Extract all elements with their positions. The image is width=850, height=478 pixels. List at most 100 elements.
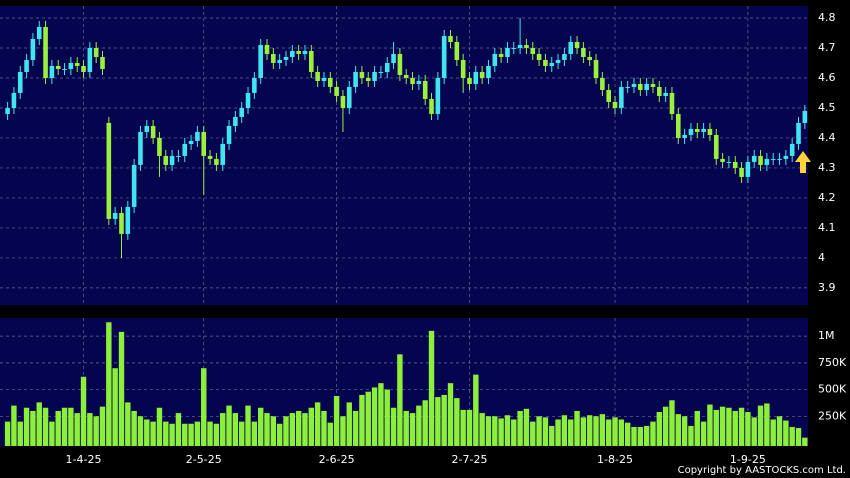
volume-bar: [150, 421, 156, 446]
candle-body: [454, 41, 460, 60]
candle-body: [334, 86, 339, 96]
candle-body: [593, 59, 599, 78]
volume-bar: [36, 402, 42, 446]
candle-body: [125, 206, 131, 234]
volume-bar: [662, 406, 669, 446]
candle-body: [119, 212, 124, 234]
volume-bar: [137, 416, 144, 446]
volume-bar: [688, 425, 694, 446]
y-tick-label: 4.5: [818, 101, 836, 114]
candle-body: [650, 83, 656, 87]
candle-body: [258, 44, 263, 78]
candle-body: [631, 83, 637, 87]
candle-body: [296, 50, 301, 54]
candle-body: [144, 125, 150, 132]
volume-bar: [783, 420, 789, 446]
candle-body: [536, 53, 542, 60]
volume-bar: [314, 402, 321, 446]
y-tick-label: 3.9: [818, 281, 836, 294]
volume-bar: [226, 405, 232, 446]
candle-body: [384, 62, 390, 72]
candle-body: [416, 80, 422, 84]
volume-bar: [549, 425, 555, 446]
volume-bar: [378, 383, 384, 446]
volume-bar: [4, 421, 11, 446]
volume-bar: [732, 410, 738, 446]
volume-bar: [390, 407, 397, 446]
candle-body: [68, 62, 74, 69]
y-tick-label: 500K: [818, 383, 847, 396]
volume-bar: [201, 368, 207, 446]
candle-body: [720, 158, 725, 162]
volume-bar: [473, 374, 479, 446]
candle-body: [644, 83, 649, 90]
volume-bar: [112, 368, 118, 446]
volume-bar: [11, 405, 17, 446]
volume-bar: [144, 419, 150, 446]
candle-body: [169, 155, 175, 165]
candle-body: [55, 65, 61, 69]
candle-body: [327, 77, 333, 87]
candle-body: [802, 110, 808, 123]
candle-body: [486, 65, 491, 78]
candle-body: [581, 47, 586, 57]
volume-bar: [175, 413, 182, 446]
candle-body: [36, 26, 42, 39]
candle-body: [568, 41, 574, 54]
volume-bar: [656, 412, 663, 446]
volume-bar: [371, 387, 378, 446]
candle-body: [290, 50, 295, 57]
volume-bar: [409, 413, 416, 446]
candle-body: [271, 53, 276, 63]
candle-body: [359, 71, 365, 78]
volume-bar: [498, 418, 504, 446]
candle-body: [732, 161, 738, 168]
volume-bar: [802, 437, 808, 446]
volume-bar: [74, 413, 80, 446]
volume-bar: [327, 422, 333, 446]
volume-bar: [125, 402, 131, 446]
volume-bar: [460, 409, 466, 446]
candle-body: [207, 155, 213, 159]
candle-body: [770, 158, 776, 160]
candle-body: [783, 155, 789, 159]
volume-bar: [169, 423, 175, 446]
candle-body: [81, 65, 86, 72]
volume-bar: [713, 409, 719, 446]
volume-bar: [441, 394, 447, 446]
volume-bar: [220, 413, 226, 446]
volume-bar: [542, 417, 549, 446]
candle-body: [397, 53, 403, 75]
candle-body: [473, 71, 479, 84]
volume-bar: [283, 416, 289, 446]
volume-bar: [245, 405, 251, 446]
candle-body: [220, 143, 226, 165]
volume-bar: [264, 413, 270, 446]
volume-bar: [580, 417, 587, 446]
volume-bar: [182, 423, 188, 446]
candle-body: [112, 212, 118, 219]
candle-body: [524, 44, 529, 48]
x-tick-label: 2-7-25: [452, 453, 488, 466]
x-tick-label: 1-4-25: [66, 453, 102, 466]
candle-body: [182, 143, 188, 156]
candle-body: [302, 50, 308, 54]
candle-body: [625, 86, 630, 88]
volume-bar: [289, 413, 296, 446]
candle-body: [688, 128, 694, 135]
volume-bar: [207, 421, 213, 446]
candle-body: [11, 92, 17, 108]
volume-bar: [612, 417, 618, 446]
candle-body: [93, 47, 99, 57]
volume-bar: [504, 415, 511, 446]
volume-bar: [87, 413, 93, 446]
candle-body: [517, 44, 523, 48]
candle-body: [188, 140, 194, 144]
volume-bar: [239, 421, 245, 446]
candle-body: [346, 86, 352, 108]
candle-body: [467, 77, 472, 84]
candle-body: [758, 155, 763, 165]
volume-bar: [694, 410, 700, 446]
candle-body: [62, 68, 67, 70]
candle-body: [549, 62, 555, 66]
